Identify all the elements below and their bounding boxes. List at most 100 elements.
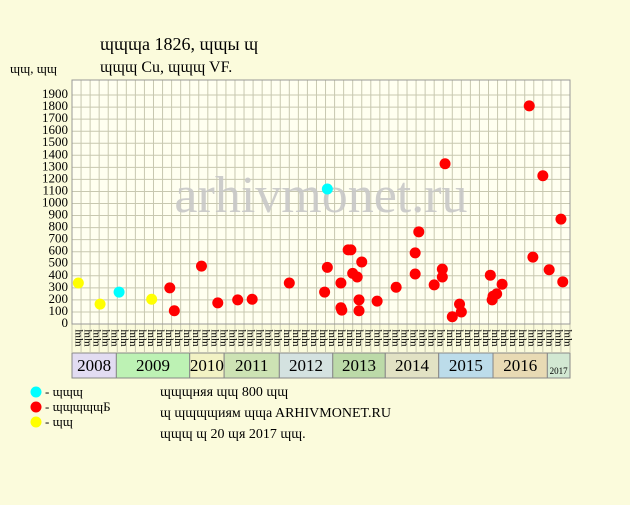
point [353,294,365,306]
column-label: ɰɰ [307,329,319,347]
point [428,279,440,291]
point [496,278,508,290]
year-band [223,352,280,379]
point [409,247,421,259]
year-label: 2015 [449,356,483,375]
point [555,213,567,225]
column-label: ɰɰ [352,329,364,347]
column-label: ɰɰ [280,329,292,347]
column-label: ɰɰ [497,329,509,347]
year-label: 2016 [503,356,537,375]
y-tick-label: 1100 [42,182,68,197]
note: ɰ ɰɰɰɰиям ɰɰa ARHIVMONET.RU [160,406,391,421]
note: ɰɰɰняя ɰɰ 800 ɰɰ [160,385,288,400]
point [371,295,383,307]
column-label: ɰɰ [551,329,563,347]
y-tick-label: 1800 [42,98,68,113]
point [212,297,224,309]
chart-subtitle: ɰɰɰ Cu, ɰɰɰ VF. [100,59,232,76]
point [335,277,347,289]
column-label: ɰɰ [126,329,138,347]
legend-label: - ɰɰ [45,414,73,429]
year-label: 2009 [136,356,170,375]
legend-marker [30,416,42,428]
point [409,268,421,280]
column-label: ɰɰ [379,329,391,347]
y-axis-label: ɰɰ, ɰɰ [10,61,57,76]
column-label: ɰɰ [235,329,247,347]
point [72,277,84,289]
column-label: ɰɰ [316,329,328,347]
year-label: 2013 [342,356,376,375]
year-band [278,352,334,379]
column-label: ɰɰ [72,329,84,347]
column-label: ɰɰ [434,329,446,347]
year-label: 2010 [190,356,224,375]
point [484,269,496,281]
column-label: ɰɰ [244,329,256,347]
point [446,311,458,323]
column-label: ɰɰ [470,329,482,347]
chart-title: ɰɰɰa 1826, ɰɰы ɰ [100,34,258,54]
point [557,276,569,288]
column-label: ɰɰ [298,329,310,347]
column-label: ɰɰ [171,329,183,347]
point [232,294,244,306]
point [390,281,402,293]
legend-marker [30,401,42,413]
column-label: ɰɰ [524,329,536,347]
year-band [384,352,440,379]
year-label: 2008 [77,356,111,375]
point [351,271,363,283]
column-label: ɰɰ [425,329,437,347]
point [321,261,333,273]
point [321,183,333,195]
column-label: ɰɰ [560,329,572,347]
year-band [115,352,191,379]
point [113,286,125,298]
point [543,264,555,276]
point [436,271,448,283]
column-label: ɰɰ [461,329,473,347]
plot-area [71,79,571,325]
y-tick-label: 1400 [42,146,68,161]
column-label: ɰɰ [343,329,355,347]
column-label: ɰɰ [452,329,464,347]
point [195,260,207,272]
point [168,305,180,317]
y-tick-label: 1000 [42,194,68,209]
point [246,293,258,305]
year-label: 2012 [289,356,323,375]
y-tick-label: 200 [49,291,69,306]
year-band [492,352,548,379]
column-label: ɰɰ [388,329,400,347]
y-tick-label: 1700 [42,110,68,125]
plot-border [71,79,571,325]
column-label: ɰɰ [542,329,554,347]
point [455,306,467,318]
y-tick-label: 100 [49,303,69,318]
column-label: ɰɰ [443,329,455,347]
column-label: ɰɰ [180,329,192,347]
y-tick-label: 1300 [42,158,68,173]
point [336,304,348,316]
column-label: ɰɰ [479,329,491,347]
y-tick-label: 1200 [42,170,68,185]
column-label: ɰɰ [289,329,301,347]
point [146,293,158,305]
column-label: ɰɰ [533,329,545,347]
column-label: ɰɰ [370,329,382,347]
column-label: ɰɰ [81,329,93,347]
legend-label: - ɰɰɰ [45,384,83,399]
y-tick-label: 500 [49,255,69,270]
point [345,244,357,256]
column-label: ɰɰ [216,329,228,347]
watermark: arhivmonet.ru [174,167,467,224]
column-label: ɰɰ [162,329,174,347]
column-label: ɰɰ [334,329,346,347]
point [523,100,535,112]
y-tick-label: 700 [49,231,69,246]
column-label: ɰɰ [416,329,428,347]
legend-label: - ɰɰɰɰɰБ [45,399,111,414]
